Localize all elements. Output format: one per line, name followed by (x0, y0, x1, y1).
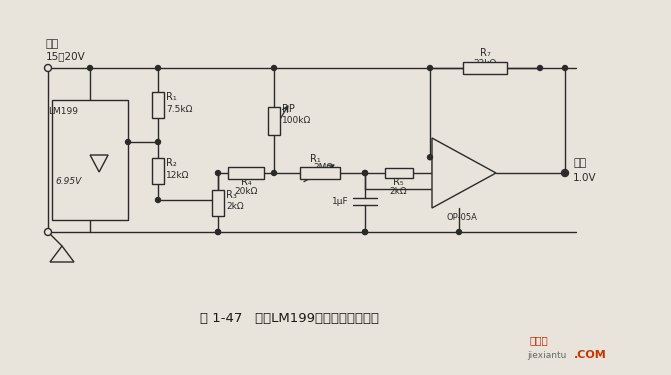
Text: 2MΩ: 2MΩ (313, 164, 333, 172)
Text: 2kΩ: 2kΩ (226, 202, 244, 211)
Circle shape (562, 66, 568, 70)
Text: 7.5kΩ: 7.5kΩ (166, 105, 193, 114)
Text: 1μF: 1μF (332, 196, 349, 206)
Circle shape (362, 171, 368, 176)
Text: 接线图: 接线图 (530, 335, 549, 345)
Text: 输入: 输入 (46, 39, 59, 49)
Circle shape (44, 228, 52, 236)
Text: 12kΩ: 12kΩ (166, 171, 189, 180)
Text: RP: RP (282, 104, 295, 114)
Bar (152, 158, 164, 184)
Bar (152, 92, 164, 118)
Circle shape (215, 171, 221, 176)
Circle shape (562, 170, 568, 177)
Text: -: - (440, 186, 444, 196)
Text: R₇: R₇ (480, 48, 491, 58)
Circle shape (427, 66, 433, 70)
Circle shape (562, 171, 568, 176)
Bar (268, 106, 280, 135)
Text: OP-05A: OP-05A (447, 213, 478, 222)
Text: 图 1-47   采用LM199构成标准电源电路: 图 1-47 采用LM199构成标准电源电路 (201, 312, 380, 324)
Text: 6.95V: 6.95V (55, 177, 81, 186)
Text: R₅: R₅ (393, 177, 404, 187)
Circle shape (272, 171, 276, 176)
Circle shape (362, 230, 368, 234)
Text: 输出: 输出 (573, 158, 586, 168)
Text: R₃: R₃ (226, 189, 237, 200)
Text: jiexiantu: jiexiantu (527, 351, 566, 360)
Circle shape (362, 171, 368, 176)
Circle shape (215, 230, 221, 234)
Text: +: + (440, 151, 450, 161)
Text: 22kΩ: 22kΩ (473, 58, 497, 68)
Polygon shape (50, 246, 74, 262)
Circle shape (456, 230, 462, 234)
Circle shape (427, 155, 433, 160)
Bar (212, 189, 224, 216)
Text: R₂: R₂ (166, 158, 176, 168)
Circle shape (156, 140, 160, 144)
Circle shape (362, 230, 368, 234)
Text: .COM: .COM (574, 350, 607, 360)
Polygon shape (432, 138, 496, 208)
Text: 100kΩ: 100kΩ (282, 116, 311, 125)
Text: Aₑ: Aₑ (454, 166, 464, 176)
Text: 1.0V: 1.0V (573, 173, 597, 183)
Text: LM199: LM199 (48, 108, 78, 117)
Bar (228, 167, 264, 179)
Text: R₁: R₁ (310, 154, 321, 164)
Circle shape (537, 66, 542, 70)
Text: 2kΩ: 2kΩ (390, 188, 407, 196)
Bar (52, 100, 128, 220)
Text: 20kΩ: 20kΩ (234, 188, 258, 196)
Polygon shape (90, 155, 108, 172)
Text: R₁: R₁ (166, 92, 176, 102)
Circle shape (44, 64, 52, 72)
Text: 15～20V: 15～20V (46, 51, 86, 61)
Circle shape (215, 230, 221, 234)
Circle shape (156, 66, 160, 70)
Bar (463, 62, 507, 74)
Text: R₄: R₄ (241, 177, 252, 187)
Bar (384, 168, 413, 178)
Bar (299, 167, 340, 179)
Circle shape (156, 198, 160, 202)
Circle shape (125, 140, 130, 144)
Circle shape (87, 66, 93, 70)
Circle shape (272, 66, 276, 70)
